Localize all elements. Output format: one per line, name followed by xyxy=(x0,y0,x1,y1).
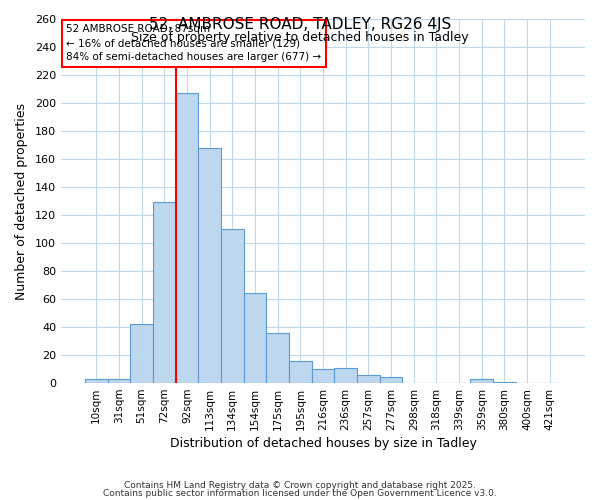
Bar xyxy=(289,360,311,383)
Bar xyxy=(470,379,493,383)
Bar xyxy=(334,368,357,383)
Bar xyxy=(221,229,244,383)
Y-axis label: Number of detached properties: Number of detached properties xyxy=(15,102,28,300)
Bar xyxy=(380,378,403,383)
Bar xyxy=(357,374,380,383)
Bar xyxy=(107,379,130,383)
Bar xyxy=(153,202,176,383)
Text: Contains HM Land Registry data © Crown copyright and database right 2025.: Contains HM Land Registry data © Crown c… xyxy=(124,480,476,490)
Bar xyxy=(493,382,516,383)
Bar xyxy=(176,93,198,383)
Bar xyxy=(85,379,107,383)
Bar xyxy=(244,294,266,383)
Text: 52 AMBROSE ROAD: 87sqm
← 16% of detached houses are smaller (129)
84% of semi-de: 52 AMBROSE ROAD: 87sqm ← 16% of detached… xyxy=(66,24,322,62)
Bar xyxy=(311,369,334,383)
X-axis label: Distribution of detached houses by size in Tadley: Distribution of detached houses by size … xyxy=(170,437,476,450)
Bar xyxy=(198,148,221,383)
Text: Contains public sector information licensed under the Open Government Licence v3: Contains public sector information licen… xyxy=(103,489,497,498)
Text: 52, AMBROSE ROAD, TADLEY, RG26 4JS: 52, AMBROSE ROAD, TADLEY, RG26 4JS xyxy=(149,18,451,32)
Bar xyxy=(130,324,153,383)
Text: Size of property relative to detached houses in Tadley: Size of property relative to detached ho… xyxy=(131,31,469,44)
Bar xyxy=(266,332,289,383)
